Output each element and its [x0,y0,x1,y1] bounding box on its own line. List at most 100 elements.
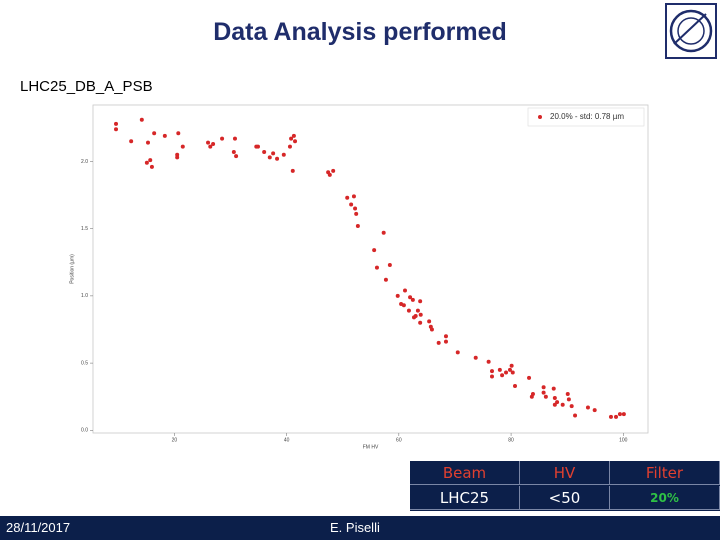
data-point [148,158,153,163]
data-point [418,320,423,325]
data-point [139,117,144,122]
data-point [443,339,448,344]
footer-bar [0,516,720,540]
data-point [176,131,181,136]
data-point [206,140,211,145]
data-point [374,265,379,270]
data-point [383,277,388,282]
y-axis-label: Position (µm) [69,254,75,284]
data-point [129,139,134,144]
data-point [281,152,286,157]
footer-author: E. Piselli [330,520,380,535]
slide-title: Data Analysis performed [213,18,507,46]
data-point [427,319,432,324]
data-point [529,394,534,399]
x-tick-label: 100 [619,437,628,443]
data-point [552,402,557,407]
legend-box [527,107,645,127]
data-point [410,297,415,302]
data-point [608,414,613,419]
data-point [180,144,185,149]
data-point [543,394,548,399]
table-cell: 20% [610,486,720,510]
x-tick-label: 40 [284,437,290,443]
y-tick-label: 2.0 [81,159,88,165]
data-point [262,150,267,155]
data-point [621,412,626,417]
data-point [418,299,423,304]
slide-subtitle: LHC25_DB_A_PSB [20,78,153,95]
data-point [555,400,560,405]
data-point [408,295,413,300]
data-point [489,369,494,374]
data-point [345,195,350,200]
data-point [573,413,578,418]
data-point [527,375,532,380]
data-point [354,211,359,216]
data-point [175,155,180,160]
data-point [372,248,377,253]
data-point [395,293,400,298]
x-tick-label: 80 [508,437,514,443]
data-point [355,223,360,228]
data-point [509,363,514,368]
data-point [418,312,423,317]
y-tick-label: 1.5 [81,226,88,232]
data-point [353,206,358,211]
data-point [271,151,276,156]
data-point [617,412,622,417]
legend-label: 20.0% - std: 0.78 µm [550,112,624,121]
data-point [436,340,441,345]
data-point [287,144,292,149]
data-point [208,144,213,149]
data-point [429,327,434,332]
data-point [349,202,354,207]
data-point [231,150,236,155]
data-point [507,367,512,372]
data-point [220,136,225,141]
data-point [145,140,150,145]
y-tick-label: 0.0 [81,428,88,434]
data-point [149,164,154,169]
data-point [387,262,392,267]
data-point [327,172,332,177]
table-cell: <50 [520,486,610,510]
data-point [551,386,556,391]
data-point [486,359,491,364]
data-point [473,355,478,360]
data-point [455,350,460,355]
data-point [275,156,280,161]
data-point [585,405,590,410]
data-point [565,392,570,397]
data-point [504,370,509,375]
data-point [401,303,406,308]
legend-marker [538,115,542,119]
table-header: Beam [410,461,520,485]
y-tick-label: 1.0 [81,293,88,299]
data-point [403,288,408,293]
data-point [592,408,597,413]
data-point [489,374,494,379]
table-cell: LHC25 [410,486,520,510]
data-point [255,144,260,149]
x-axis-label: FM HV [363,444,379,450]
data-point [114,121,119,126]
data-point [497,367,502,372]
data-point [290,168,295,173]
data-point [614,414,619,419]
data-point [267,155,272,160]
data-point [566,397,571,402]
data-point [541,390,546,395]
data-point [513,383,518,388]
plot-frame [92,104,649,434]
data-point [289,136,294,141]
data-point [552,396,557,401]
data-point [381,230,386,235]
x-tick-label: 60 [396,437,402,443]
data-point [211,141,216,146]
table-header: HV [520,461,610,485]
data-point [413,314,418,319]
data-point [510,370,515,375]
